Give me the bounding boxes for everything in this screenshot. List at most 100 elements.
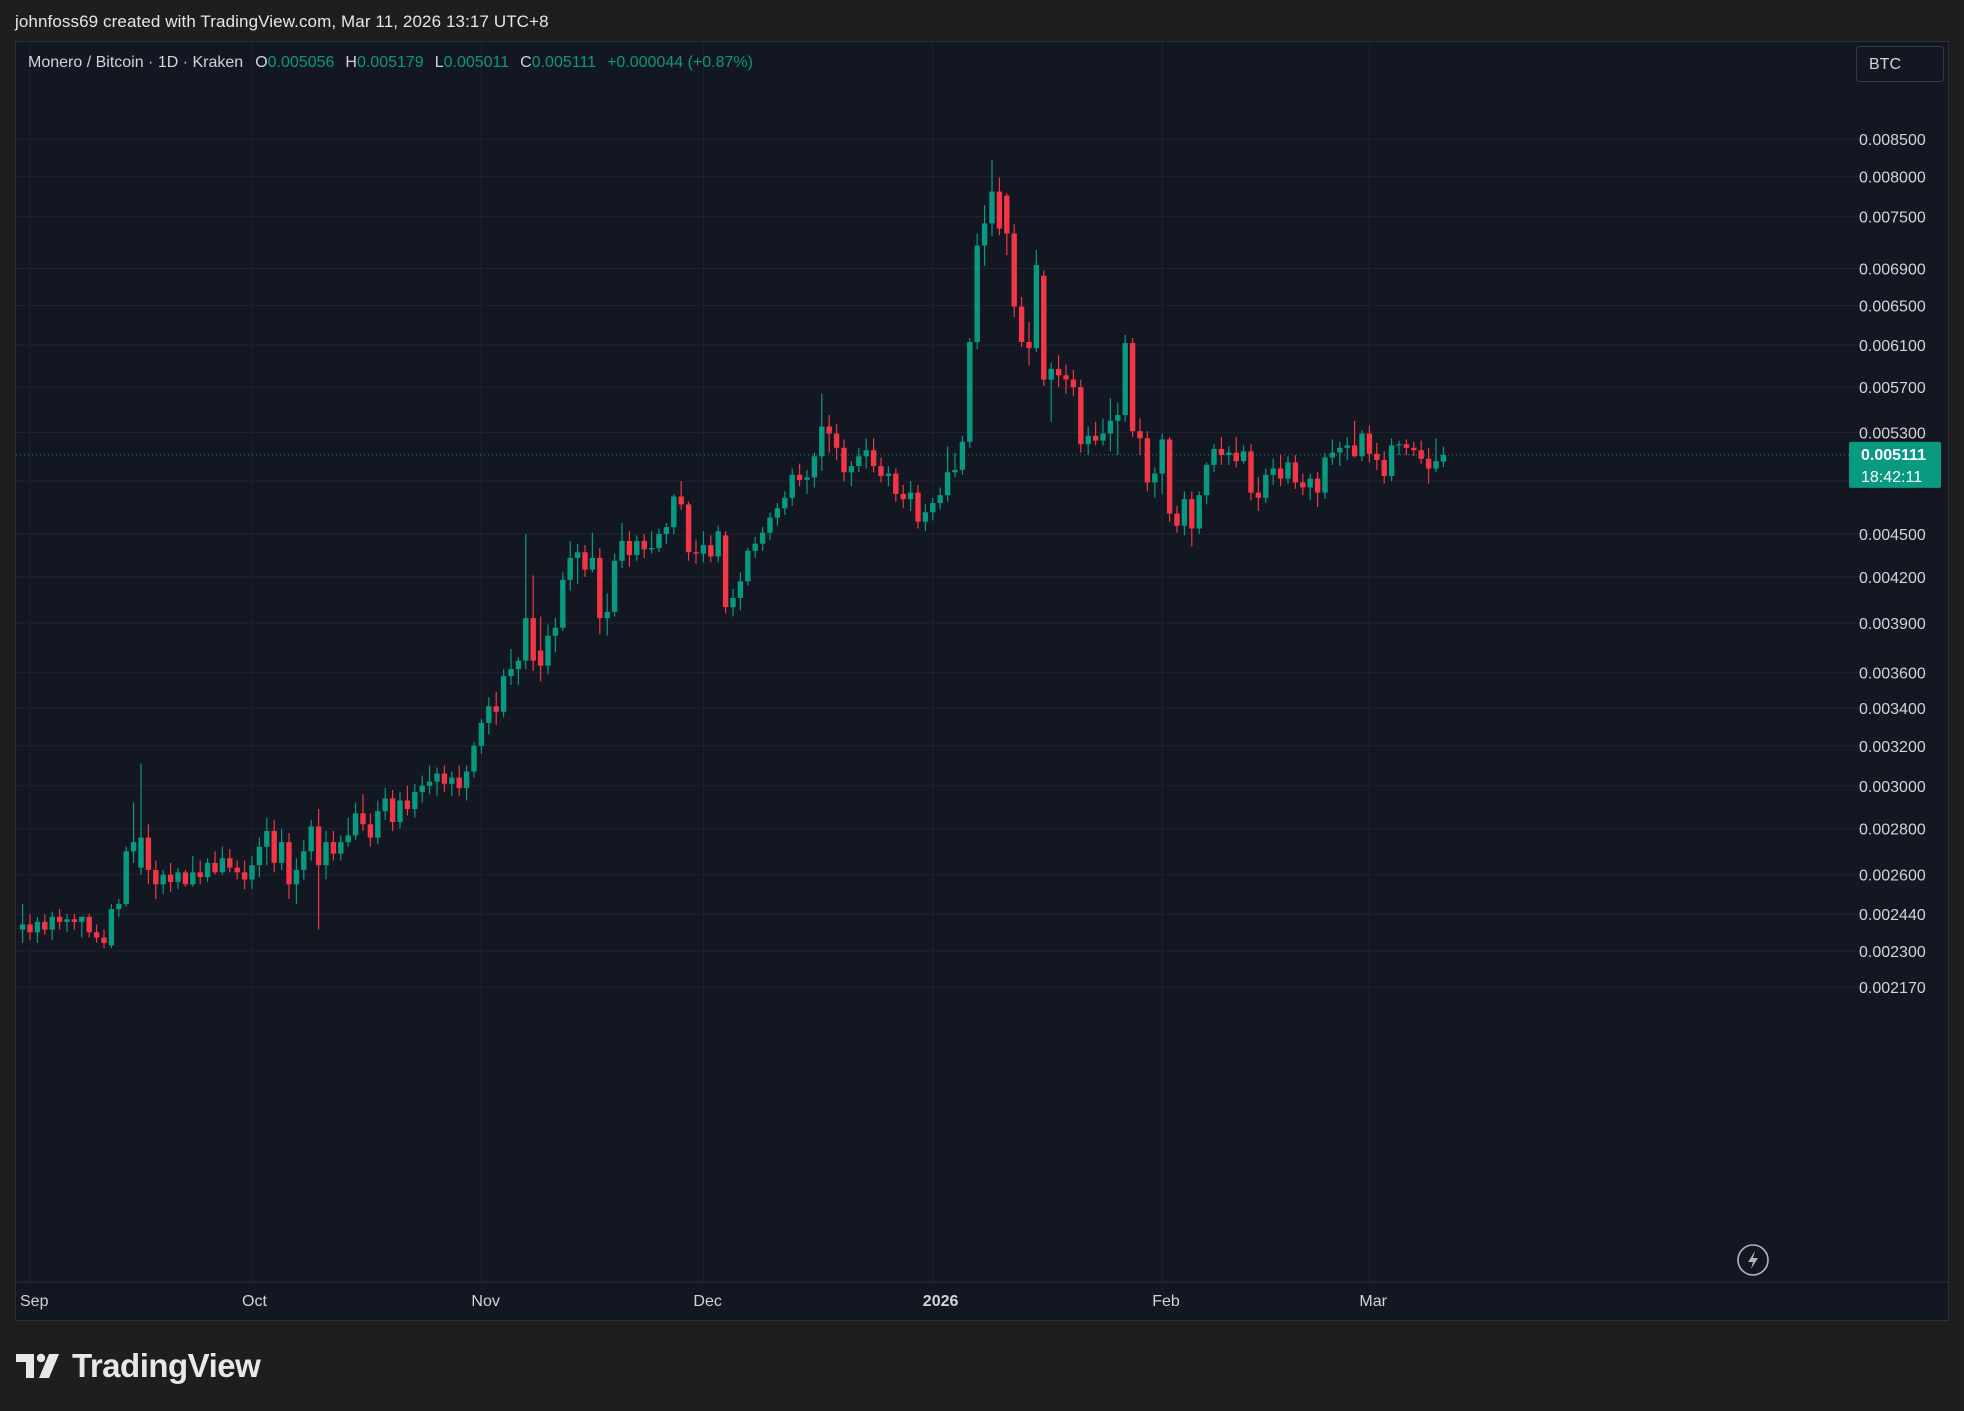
candle-body	[256, 846, 263, 866]
candle	[870, 438, 877, 473]
candle	[1041, 270, 1047, 387]
candle	[700, 531, 707, 563]
candle-body	[1351, 445, 1358, 457]
candle-body	[182, 872, 189, 885]
candle-body	[1092, 435, 1099, 441]
candle-body	[1292, 462, 1299, 483]
symbol-legend[interactable]: Monero / Bitcoin · 1D · Kraken O0.005056 H…	[28, 54, 764, 72]
candle	[767, 512, 773, 540]
candle	[323, 830, 329, 880]
candle	[1381, 451, 1387, 484]
candle-body	[878, 466, 884, 477]
candle-body	[611, 560, 618, 612]
candle	[1115, 402, 1121, 456]
candle-body	[1174, 513, 1180, 526]
candle	[249, 855, 255, 890]
candle	[1092, 421, 1099, 446]
candle	[804, 469, 810, 494]
candle-body	[715, 531, 721, 557]
candlestick-chart[interactable]: 0.002170 0.002300 0.002440 0.002600 0.002800…	[16, 42, 1948, 1320]
candle-body	[893, 473, 899, 494]
candle-body	[1440, 454, 1447, 462]
candle	[256, 837, 263, 878]
candle	[219, 846, 226, 875]
candle	[478, 719, 485, 754]
candle-body	[1255, 492, 1262, 498]
candle	[1411, 441, 1417, 457]
candle-body	[293, 869, 300, 885]
candle-body	[375, 811, 381, 838]
candle-body	[352, 813, 359, 836]
symbol-name[interactable]: Monero / Bitcoin · 1D · Kraken	[28, 54, 244, 71]
candle-body	[1063, 375, 1069, 380]
tradingview-logo-icon	[16, 1353, 59, 1378]
price-axis[interactable]: 0.002170 0.002300 0.002440 0.002600 0.002800…	[1859, 132, 1926, 997]
footer-logo[interactable]: TradingView	[16, 1346, 261, 1386]
candle-body	[1078, 387, 1084, 445]
candle-body	[449, 777, 455, 784]
candle-body	[323, 842, 329, 866]
candle	[175, 867, 181, 890]
candle-body	[1425, 458, 1432, 469]
bar-countdown: 18:42:11	[1861, 469, 1922, 486]
candle-body	[1433, 461, 1439, 469]
candle	[286, 833, 292, 900]
candle	[552, 618, 559, 653]
candle	[1070, 369, 1077, 396]
candle	[530, 575, 536, 671]
candle	[1004, 193, 1010, 256]
candle-body	[782, 497, 788, 509]
candle-body	[56, 916, 63, 922]
candle-body	[856, 456, 862, 467]
candle	[308, 819, 314, 861]
candle-body	[597, 557, 603, 619]
currency-button[interactable]: BTC	[1856, 46, 1944, 82]
candle-body	[1418, 450, 1424, 459]
candle-body	[700, 545, 707, 554]
candle	[1285, 456, 1291, 484]
candle	[523, 534, 529, 670]
candle	[456, 765, 462, 797]
price-tick-label: 0.008000	[1859, 170, 1926, 187]
candle-body	[197, 872, 203, 878]
candle-body	[848, 466, 855, 473]
candle-body	[967, 342, 973, 442]
lightning-icon[interactable]	[1737, 1244, 1769, 1276]
candle-body	[71, 919, 78, 922]
candle	[1211, 444, 1217, 473]
price-tick-label: 0.002600	[1859, 868, 1926, 885]
candle-body	[626, 540, 633, 556]
time-axis[interactable]: Sep Oct Nov Dec 2026 Feb Mar	[16, 1281, 1948, 1310]
candle-body	[804, 477, 810, 480]
candle	[1337, 441, 1343, 467]
candle-body	[752, 543, 758, 551]
candle-body	[767, 517, 773, 533]
candle	[419, 775, 425, 803]
candle-body	[574, 552, 581, 558]
candle	[1314, 472, 1321, 507]
candle-body	[1337, 447, 1343, 453]
candle	[449, 771, 455, 797]
candle	[789, 468, 795, 506]
candle-body	[560, 579, 566, 628]
price-tick-label: 0.003200	[1859, 739, 1926, 756]
candle-body	[722, 535, 729, 608]
candle-body	[419, 785, 425, 793]
candle-body	[330, 842, 337, 854]
candle	[1181, 491, 1188, 536]
candle	[722, 531, 729, 614]
candle-body	[885, 473, 892, 477]
candle	[663, 523, 670, 544]
price-tick-label: 0.002440	[1859, 907, 1926, 924]
price-tick-label: 0.006900	[1859, 262, 1926, 279]
candle-body	[315, 826, 322, 866]
candle-body	[360, 813, 366, 825]
chart-panel[interactable]: 0.002170 0.002300 0.002440 0.002600 0.002800…	[15, 41, 1949, 1321]
low-label: L	[434, 54, 444, 71]
candle-body	[64, 919, 70, 922]
candle	[1329, 439, 1336, 465]
candle-body	[974, 245, 980, 343]
candle	[71, 914, 78, 930]
candle	[634, 535, 640, 561]
candle	[197, 860, 203, 885]
